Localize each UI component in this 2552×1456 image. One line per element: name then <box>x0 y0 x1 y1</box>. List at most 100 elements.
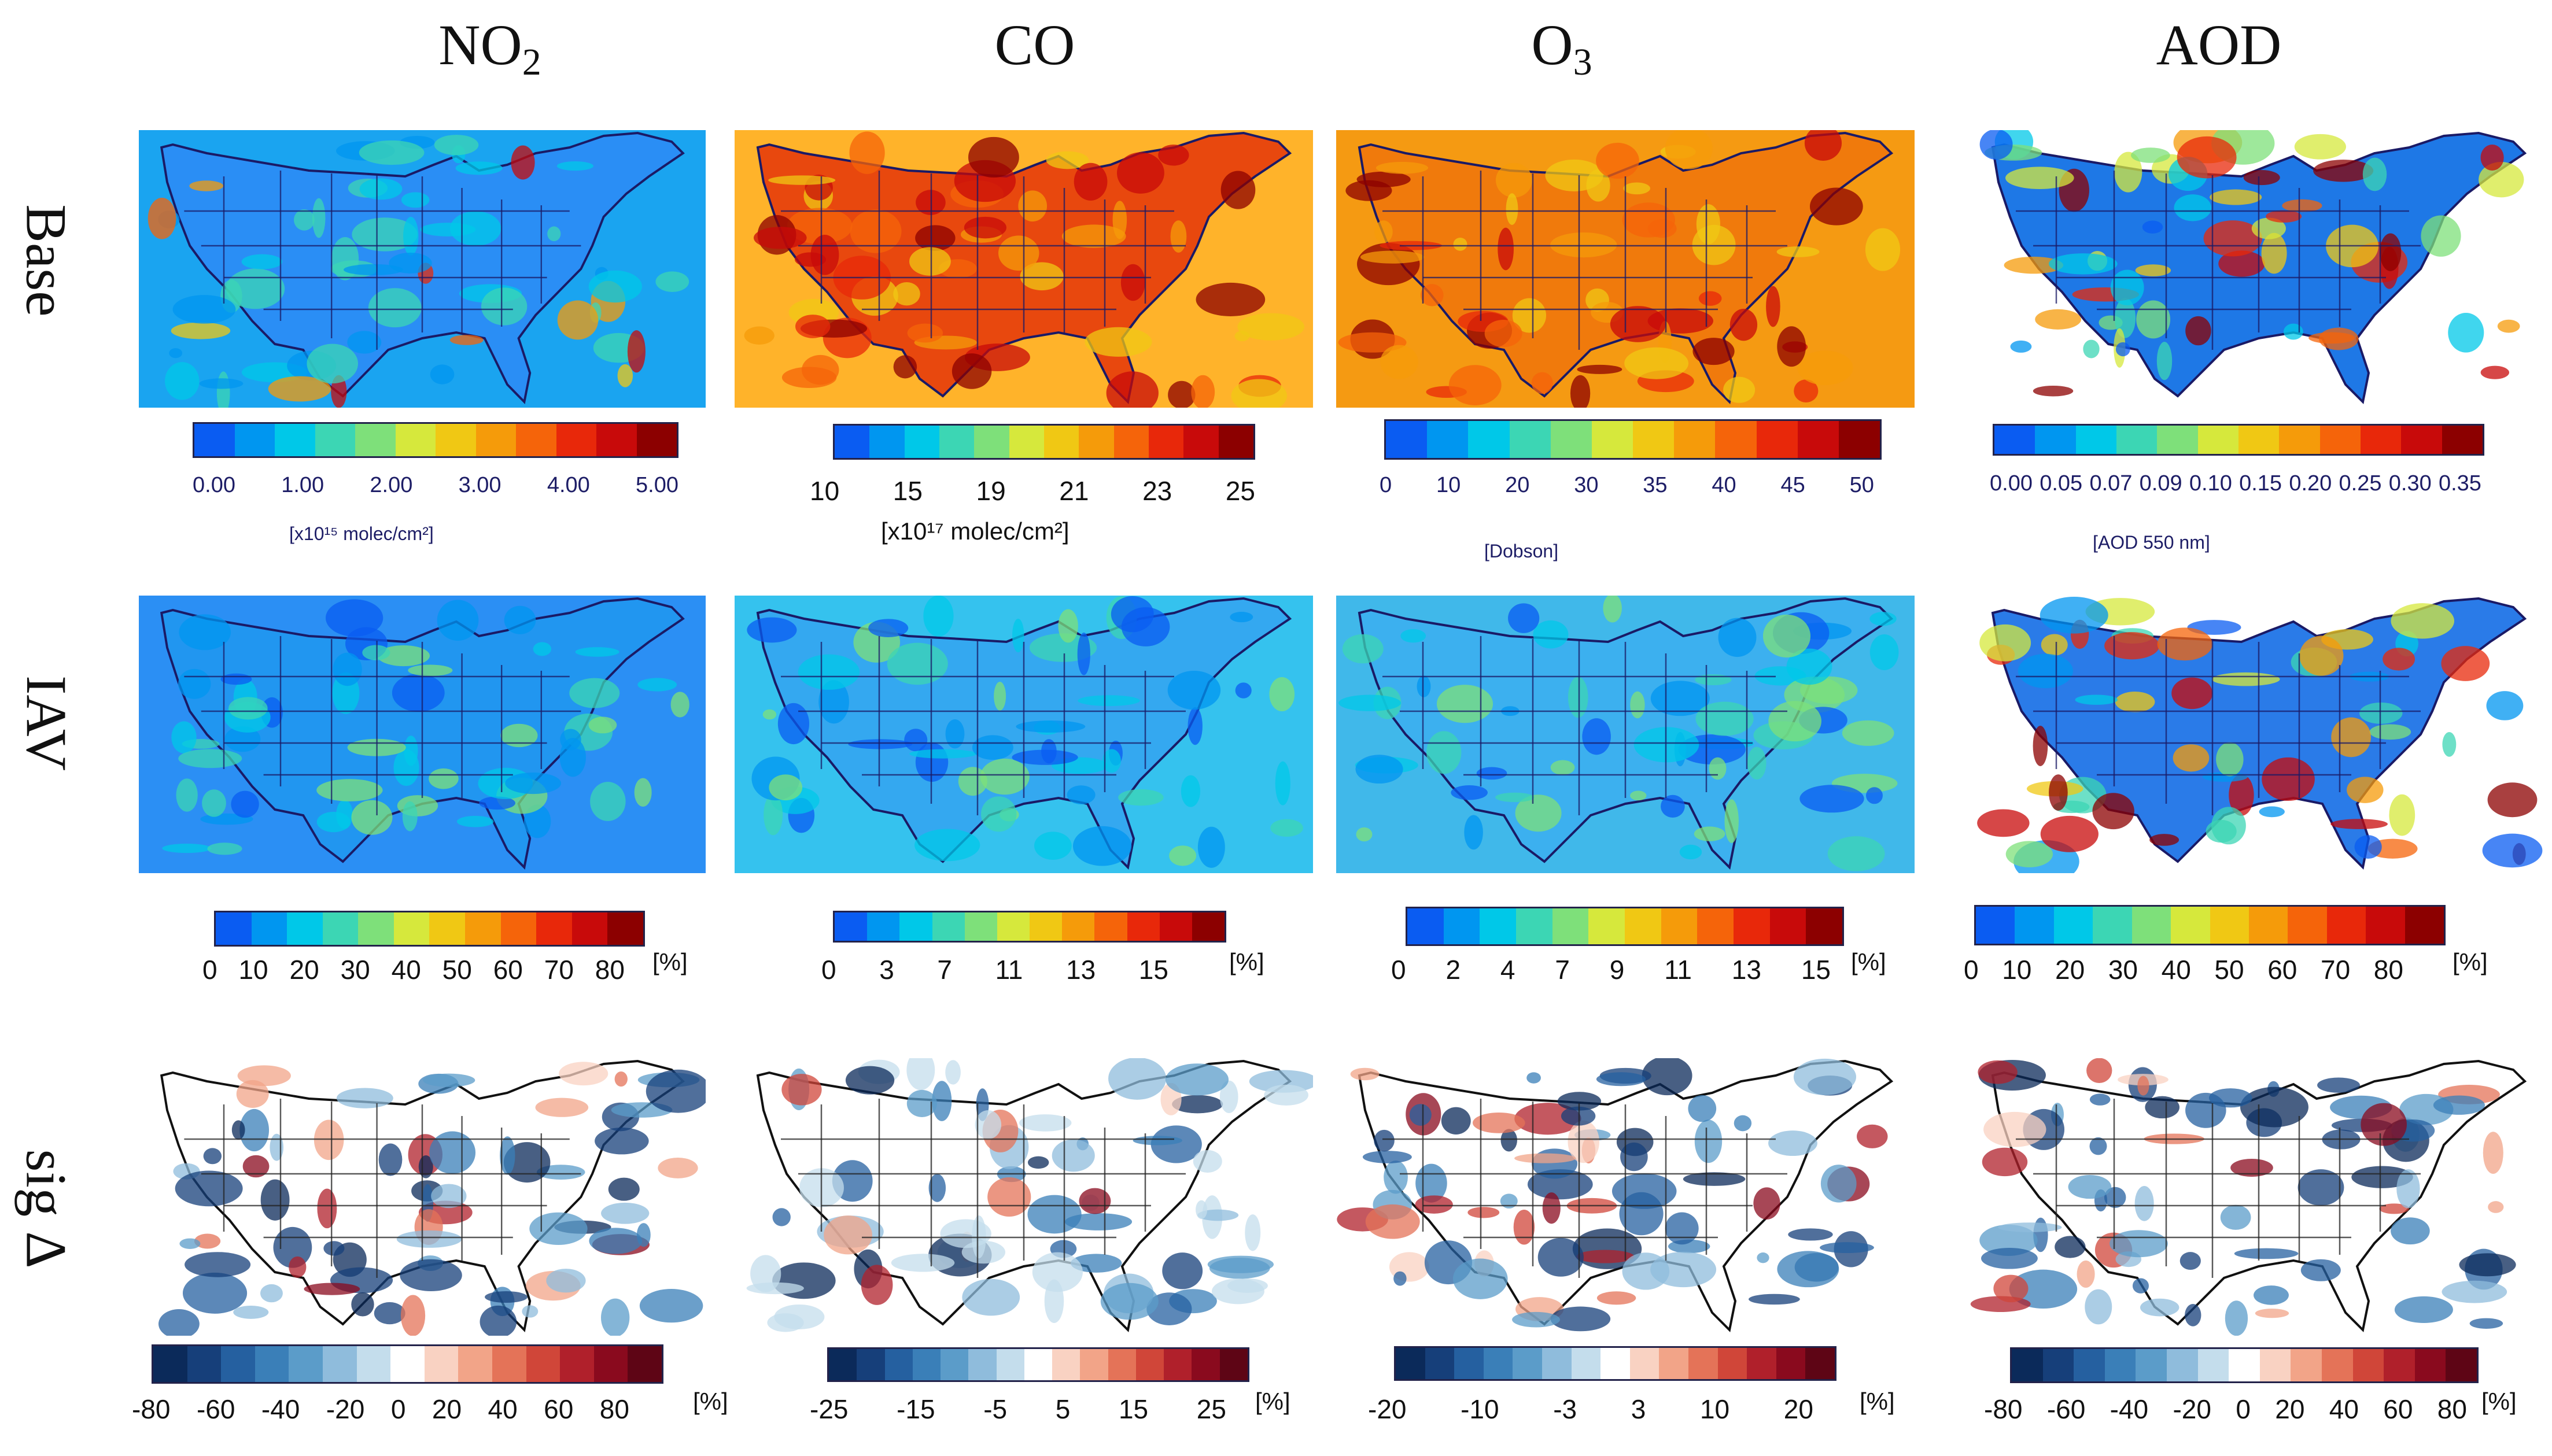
colorbar-swatch <box>2279 426 2320 454</box>
colorbar-swatch <box>1396 1348 1425 1379</box>
colorbar-unit-sig-aod: [%] <box>2481 1388 2517 1415</box>
tick-label: 20 <box>289 955 319 985</box>
tick-label: 0 <box>202 955 217 985</box>
colorbar-swatch <box>1756 421 1798 458</box>
colorbar-swatch <box>2360 426 2402 454</box>
tick-label: 25 <box>1225 476 1255 506</box>
tick-label: 30 <box>1574 473 1599 497</box>
colorbar-swatch <box>1509 421 1551 458</box>
colorbar-swatch <box>835 912 868 941</box>
tick-label: 0.00 <box>1990 471 2033 496</box>
colorbar-swatch <box>2197 426 2238 454</box>
colorbar-swatch <box>941 1349 969 1380</box>
colorbar-swatch <box>2229 1349 2260 1381</box>
tick-label: 2 <box>1445 955 1461 985</box>
colorbar-swatch <box>390 1346 425 1382</box>
tick-label: 15 <box>893 476 923 506</box>
colorbar-swatch <box>560 1346 594 1382</box>
colorbar-ticks-base-co: 10 15 19 21 23 25 <box>810 475 1255 507</box>
colorbar-unit-sig-o3: [%] <box>1860 1388 1895 1415</box>
tick-label: -20 <box>1368 1394 1407 1424</box>
colorbar-swatch <box>1994 426 2035 454</box>
colorbar-swatch <box>1030 912 1063 941</box>
colorbar-swatch <box>395 424 436 456</box>
colorbar-ticks-sig-no2: -80 -60 -40 -20 0 20 40 60 80 <box>132 1394 629 1425</box>
colorbar-swatch <box>1407 908 1444 944</box>
tick-label: 20 <box>432 1394 462 1424</box>
tick-label: 80 <box>595 955 625 985</box>
column-title-co: CO <box>994 13 1075 77</box>
tick-label: -40 <box>2110 1394 2149 1424</box>
colorbar-unit-base-co: [x10¹⁷ molec/cm²] <box>881 518 1070 545</box>
colorbar-unit-iav-no2: [%] <box>652 948 688 975</box>
colorbar-swatch <box>358 912 394 945</box>
colorbar-unit-base-no2: [x10¹⁵ molec/cm²] <box>289 523 434 544</box>
colorbar-swatch <box>2352 1349 2384 1381</box>
colorbar-swatch <box>1633 421 1675 458</box>
colorbar-swatch <box>1483 1348 1513 1379</box>
tick-label: 7 <box>1555 955 1570 985</box>
colorbar-swatch <box>1806 908 1843 944</box>
colorbar-unit-sig-co: [%] <box>1255 1388 1290 1415</box>
colorbar-swatch <box>1715 421 1757 458</box>
colorbar-swatch <box>912 1349 941 1380</box>
tick-label: 10 <box>2002 955 2032 985</box>
colorbar-swatch <box>1127 912 1160 941</box>
colorbar-swatch <box>1159 912 1192 941</box>
colorbar-swatch <box>2366 907 2405 944</box>
colorbar-base-no2 <box>193 422 678 458</box>
tick-label: 40 <box>2161 955 2191 985</box>
colorbar-swatch <box>1625 908 1661 944</box>
colorbar-swatch <box>2166 1349 2198 1381</box>
colorbar-ticks-sig-co: -25 -15 -5 5 15 25 <box>810 1394 1226 1425</box>
colorbar-iav-no2 <box>214 911 645 947</box>
colorbar-swatch <box>2321 1349 2353 1381</box>
colorbar-base-o3 <box>1384 419 1882 460</box>
tick-label: 0 <box>390 1394 406 1424</box>
tick-label: -80 <box>132 1394 171 1424</box>
colorbar-ticks-base-aod: 0.00 0.05 0.07 0.09 0.10 0.15 0.20 0.25 0.30 0.35 <box>1990 471 2481 496</box>
colorbar-swatch <box>2171 907 2210 944</box>
colorbar-swatch <box>556 424 596 456</box>
colorbar-swatch <box>536 912 572 945</box>
tick-label: 0.15 <box>2239 471 2282 496</box>
colorbar-swatch <box>968 1349 997 1380</box>
map-panel-sig-aod <box>1970 1058 2548 1336</box>
colorbar-swatch <box>526 1346 560 1382</box>
colorbar-swatch <box>255 1346 289 1382</box>
colorbar-swatch <box>2136 1349 2167 1381</box>
colorbar-ticks-base-o3: 0 10 20 30 35 40 45 50 <box>1380 473 1874 498</box>
map-panel-base-aod <box>1970 130 2548 408</box>
map-panel-sig-no2 <box>139 1058 706 1336</box>
colorbar-swatch <box>899 912 932 941</box>
colorbar-swatch <box>2012 1349 2043 1381</box>
colorbar-swatch <box>1734 908 1770 944</box>
colorbar-swatch <box>1219 1349 1248 1380</box>
colorbar-swatch <box>857 1349 885 1380</box>
colorbar-swatch <box>475 424 516 456</box>
colorbar-swatch <box>932 912 965 941</box>
tick-label: 9 <box>1609 955 1625 985</box>
colorbar-swatch <box>2259 1349 2291 1381</box>
tick-label: -25 <box>810 1394 849 1424</box>
tick-label: 60 <box>544 1394 574 1424</box>
tick-label: 4.00 <box>547 473 590 497</box>
colorbar-swatch <box>1591 421 1633 458</box>
tick-label: 70 <box>2321 955 2351 985</box>
tick-label: 23 <box>1142 476 1172 506</box>
tick-label: 50 <box>1849 473 1874 497</box>
tick-label: 80 <box>2373 955 2403 985</box>
map-panel-base-co <box>735 130 1313 408</box>
colorbar-unit-iav-o3: [%] <box>1851 948 1886 975</box>
colorbar-swatch <box>194 424 235 456</box>
colorbar-swatch <box>2015 907 2054 944</box>
tick-label: 0.07 <box>2089 471 2133 496</box>
colorbar-swatch <box>1516 908 1552 944</box>
tick-label: 11 <box>1664 955 1692 985</box>
colorbar-swatch <box>1661 908 1698 944</box>
colorbar-swatch <box>1688 1348 1718 1379</box>
colorbar-swatch <box>2116 426 2158 454</box>
colorbar-ticks-sig-aod: -80 -60 -40 -20 0 20 40 60 80 <box>1984 1394 2467 1425</box>
colorbar-swatch <box>2131 907 2171 944</box>
tick-label: -20 <box>326 1394 365 1424</box>
